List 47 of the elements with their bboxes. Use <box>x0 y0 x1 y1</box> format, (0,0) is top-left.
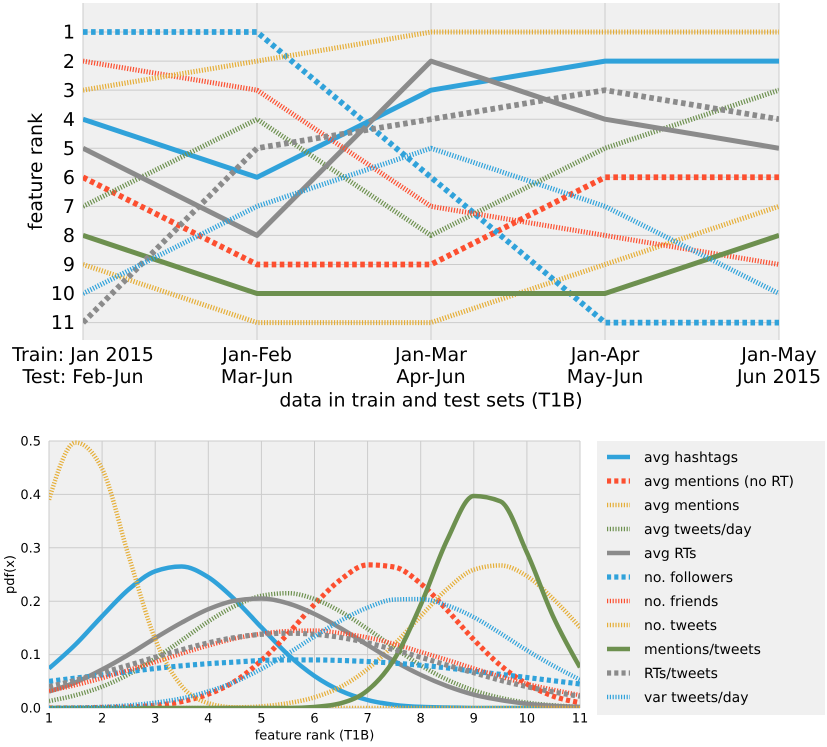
y-tick-label: 10 <box>50 283 75 306</box>
y-tick-label: 5 <box>62 138 75 160</box>
legend-label: avg RTs <box>644 546 696 562</box>
x-tick-label: 2 <box>98 711 106 726</box>
x-tick-label: Jan-Apr May-Jun <box>566 344 644 388</box>
legend-label: no. tweets <box>644 618 718 634</box>
x-tick-label: 8 <box>416 711 425 726</box>
x-tick-label: 3 <box>151 711 160 726</box>
x-tick-label: 7 <box>363 711 372 726</box>
legend-label: no. friends <box>644 594 718 610</box>
legend-label: avg mentions <box>644 498 740 514</box>
y-tick-label: 8 <box>62 225 75 248</box>
y-tick-label: 1 <box>62 22 75 44</box>
x-tick-label: 6 <box>310 711 319 726</box>
x-tick-label: Train: Jan 2015 Test: Feb-Jun <box>11 344 154 388</box>
y-tick-label: 0.0 <box>20 702 41 717</box>
x-tick-label: 11 <box>572 711 588 726</box>
x-tick-label: Jan-May Jun 2015 <box>736 344 822 388</box>
legend-label: var tweets/day <box>644 690 748 706</box>
y-tick-label: 0.1 <box>20 648 41 664</box>
x-axis-title: data in train and test sets (T1B) <box>279 390 583 412</box>
y-tick-label: 4 <box>62 108 75 131</box>
legend-label: mentions/tweets <box>644 642 761 658</box>
legend-label: avg mentions (no RT) <box>644 474 794 490</box>
y-tick-label: 0.3 <box>20 541 41 556</box>
line-series <box>49 440 580 708</box>
x-tick-label: 10 <box>518 711 536 726</box>
y-tick-label: 7 <box>62 196 75 218</box>
x-tick-label: 9 <box>470 711 478 726</box>
y-tick-label: 0.5 <box>20 434 41 450</box>
legend-label: avg hashtags <box>644 450 738 466</box>
y-axis-title: pdf(x) <box>3 555 18 594</box>
y-tick-label: 6 <box>62 166 75 189</box>
x-tick-label: 5 <box>257 711 266 726</box>
legend-label: avg tweets/day <box>644 522 752 538</box>
y-tick-label: 0.4 <box>20 488 41 503</box>
x-axis-title: feature rank (T1B) <box>254 728 374 744</box>
y-tick-label: 2 <box>62 50 75 73</box>
x-tick-label: Jan-Mar Apr-Jun <box>394 344 468 388</box>
y-tick-label: 9 <box>62 254 75 276</box>
legend-label: no. followers <box>644 570 734 586</box>
y-tick-label: 3 <box>62 80 75 102</box>
y-tick-label: 11 <box>50 312 75 334</box>
y-tick-label: 0.2 <box>20 594 41 610</box>
y-axis-title: feature rank <box>25 112 47 230</box>
legend-label: RTs/tweets <box>644 666 718 682</box>
x-tick-label: 4 <box>204 711 212 726</box>
